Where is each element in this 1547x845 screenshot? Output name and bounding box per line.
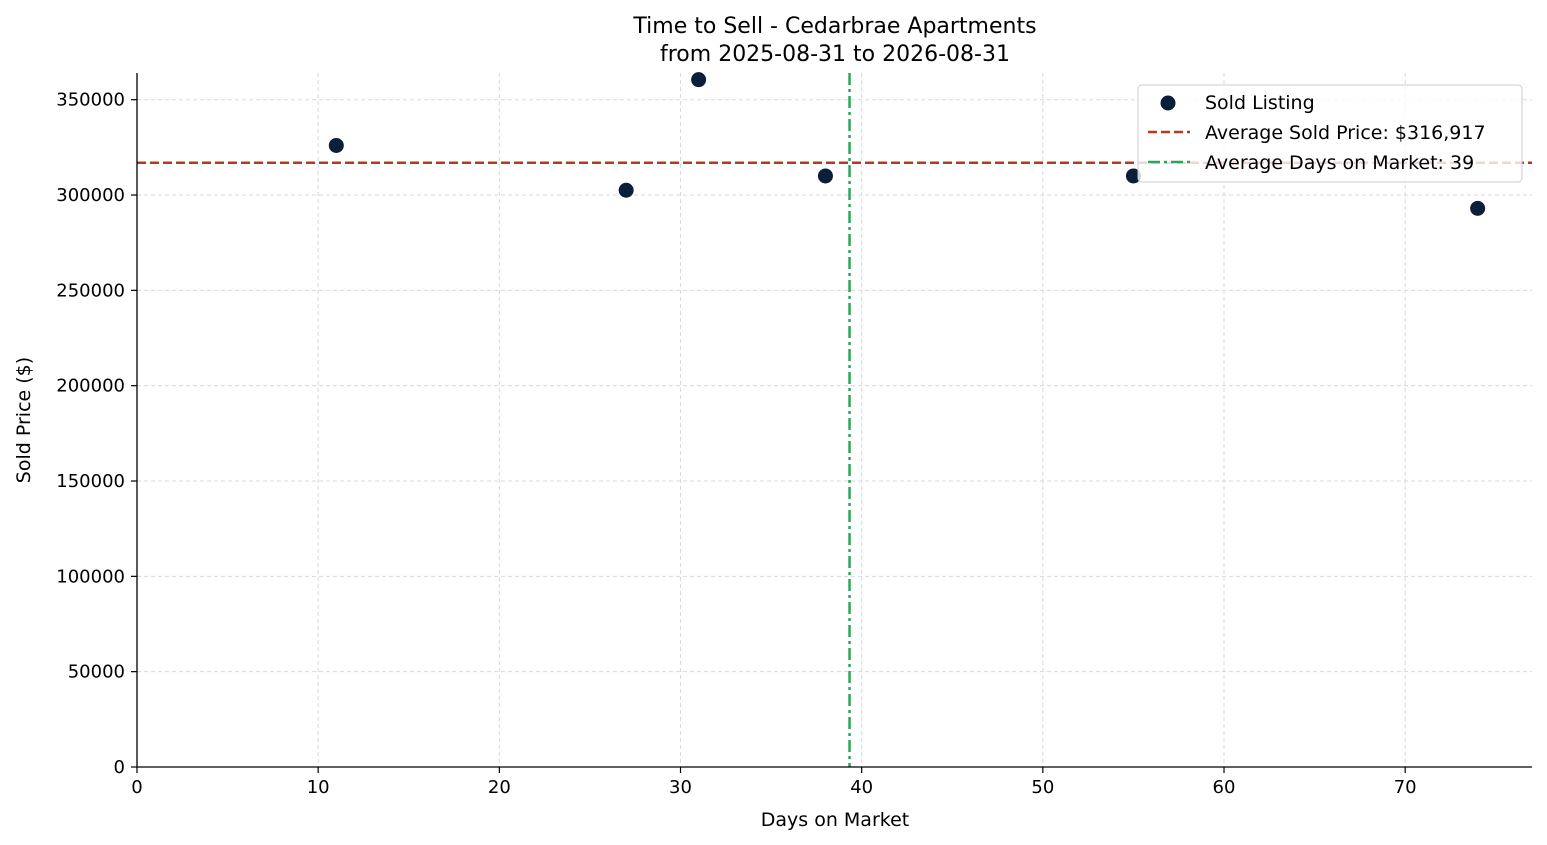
legend-label-average-price: Average Sold Price: $316,917 [1205, 122, 1486, 144]
legend-box [1137, 84, 1523, 183]
data-points [328, 72, 1486, 216]
data-point [328, 137, 344, 153]
x-tick-label: 70 [1394, 777, 1417, 798]
grid [137, 73, 1532, 767]
legend-label-sold-listing: Sold Listing [1205, 92, 1315, 114]
y-tick-label: 150000 [56, 471, 125, 492]
x-tick-label: 60 [1213, 777, 1236, 798]
axes: 0 10 20 30 40 50 60 70 0 50000 100000 150000 200000 2… [56, 73, 1532, 798]
data-point [817, 168, 833, 184]
y-tick-label: 50000 [68, 662, 125, 683]
data-point [691, 72, 707, 88]
legend-marker-sold-listing [1160, 95, 1176, 111]
y-tick-label: 300000 [56, 185, 125, 206]
legend: Sold Listing Average Sold Price: $316,91… [1137, 84, 1523, 183]
y-axis-label: Sold Price ($) [13, 357, 35, 483]
x-tick-label: 20 [488, 777, 511, 798]
x-axis-label: Days on Market [761, 809, 909, 831]
y-tick-label: 350000 [56, 90, 125, 111]
y-tick-label: 0 [114, 757, 125, 778]
chart-title: Time to Sell - Cedarbrae Apartments [632, 14, 1036, 39]
data-point [1125, 168, 1141, 184]
data-point [618, 182, 634, 198]
y-tick-label: 200000 [56, 376, 125, 397]
y-tick-label: 250000 [56, 280, 125, 301]
x-tick-label: 0 [131, 777, 142, 798]
data-point [1470, 200, 1486, 216]
legend-label-average-days: Average Days on Market: 39 [1205, 152, 1474, 174]
x-tick-label: 40 [850, 777, 873, 798]
y-tick-label: 100000 [56, 566, 125, 587]
x-tick-label: 50 [1031, 777, 1054, 798]
x-tick-label: 10 [307, 777, 330, 798]
x-tick-label: 30 [669, 777, 692, 798]
chart-subtitle: from 2025-08-31 to 2026-08-31 [660, 42, 1010, 67]
